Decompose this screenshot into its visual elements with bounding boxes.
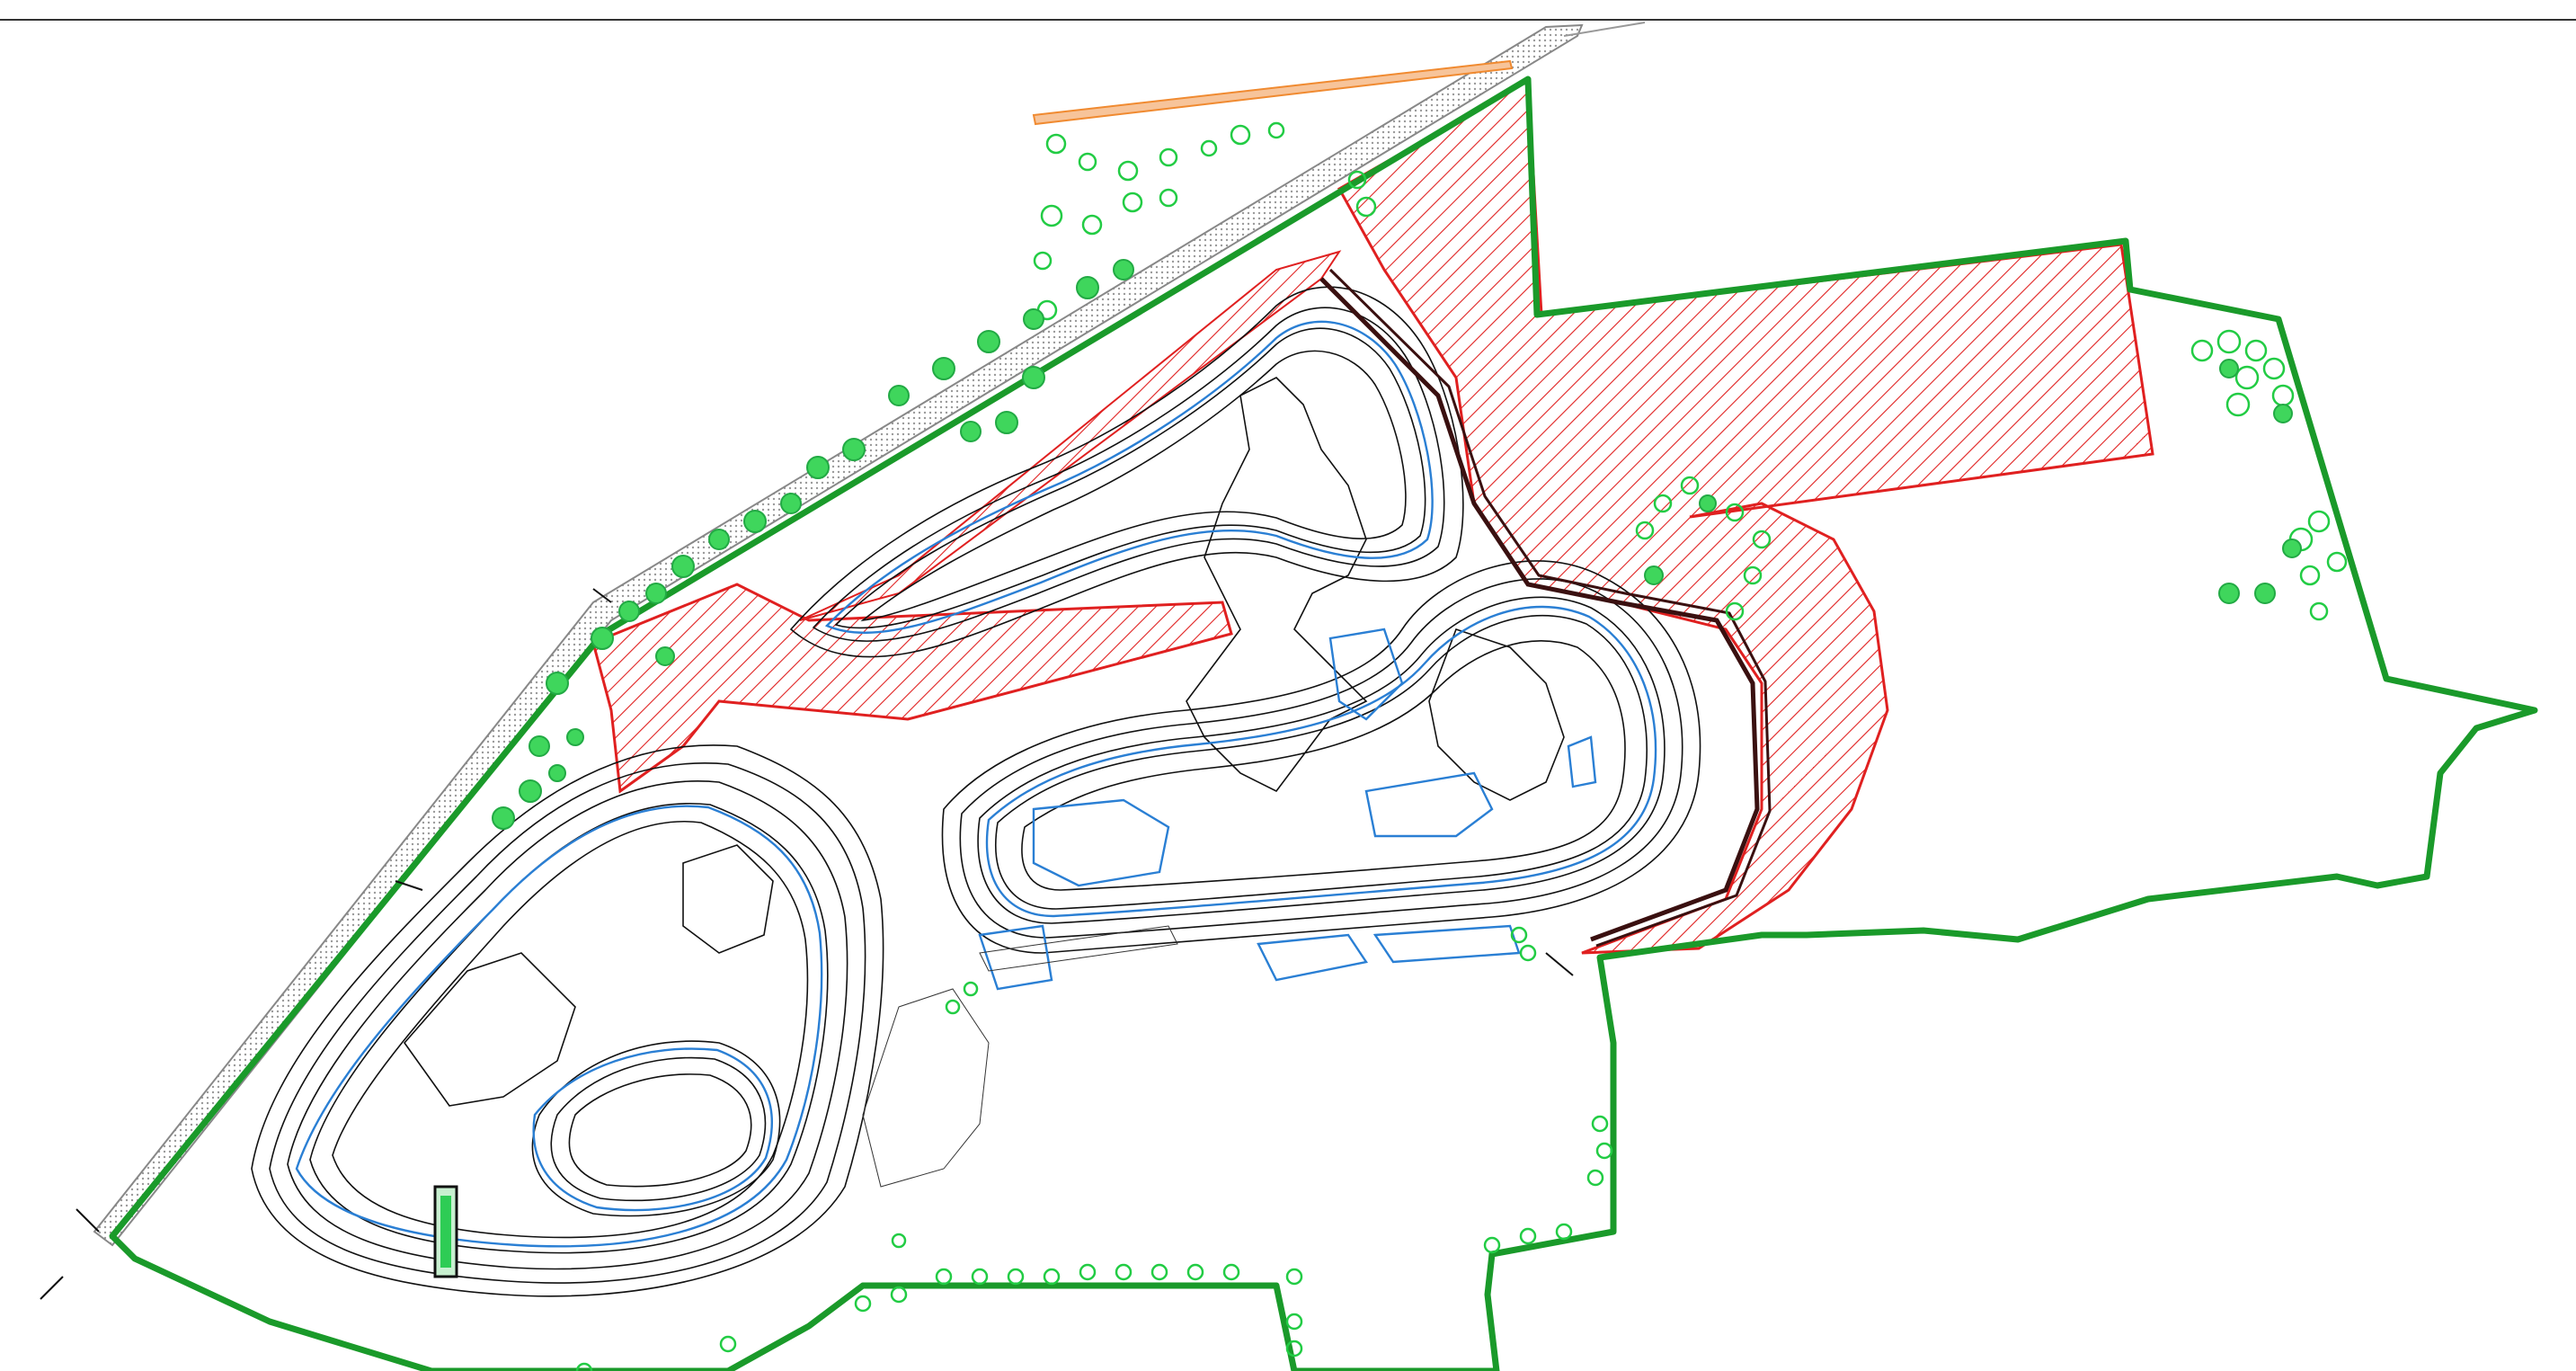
pond-marker xyxy=(433,1185,458,1278)
survey-ticks xyxy=(40,588,1574,1300)
water-contours xyxy=(295,320,1657,1248)
quarry-rim xyxy=(1319,268,1772,948)
slope-hatching xyxy=(862,925,1178,1188)
contour-lines xyxy=(251,286,1701,1297)
trees-filled xyxy=(492,259,2302,830)
site-boundary xyxy=(109,76,2538,1371)
road-verge xyxy=(93,22,1646,1247)
fence-line xyxy=(1032,59,1514,126)
trees xyxy=(575,121,2348,1371)
